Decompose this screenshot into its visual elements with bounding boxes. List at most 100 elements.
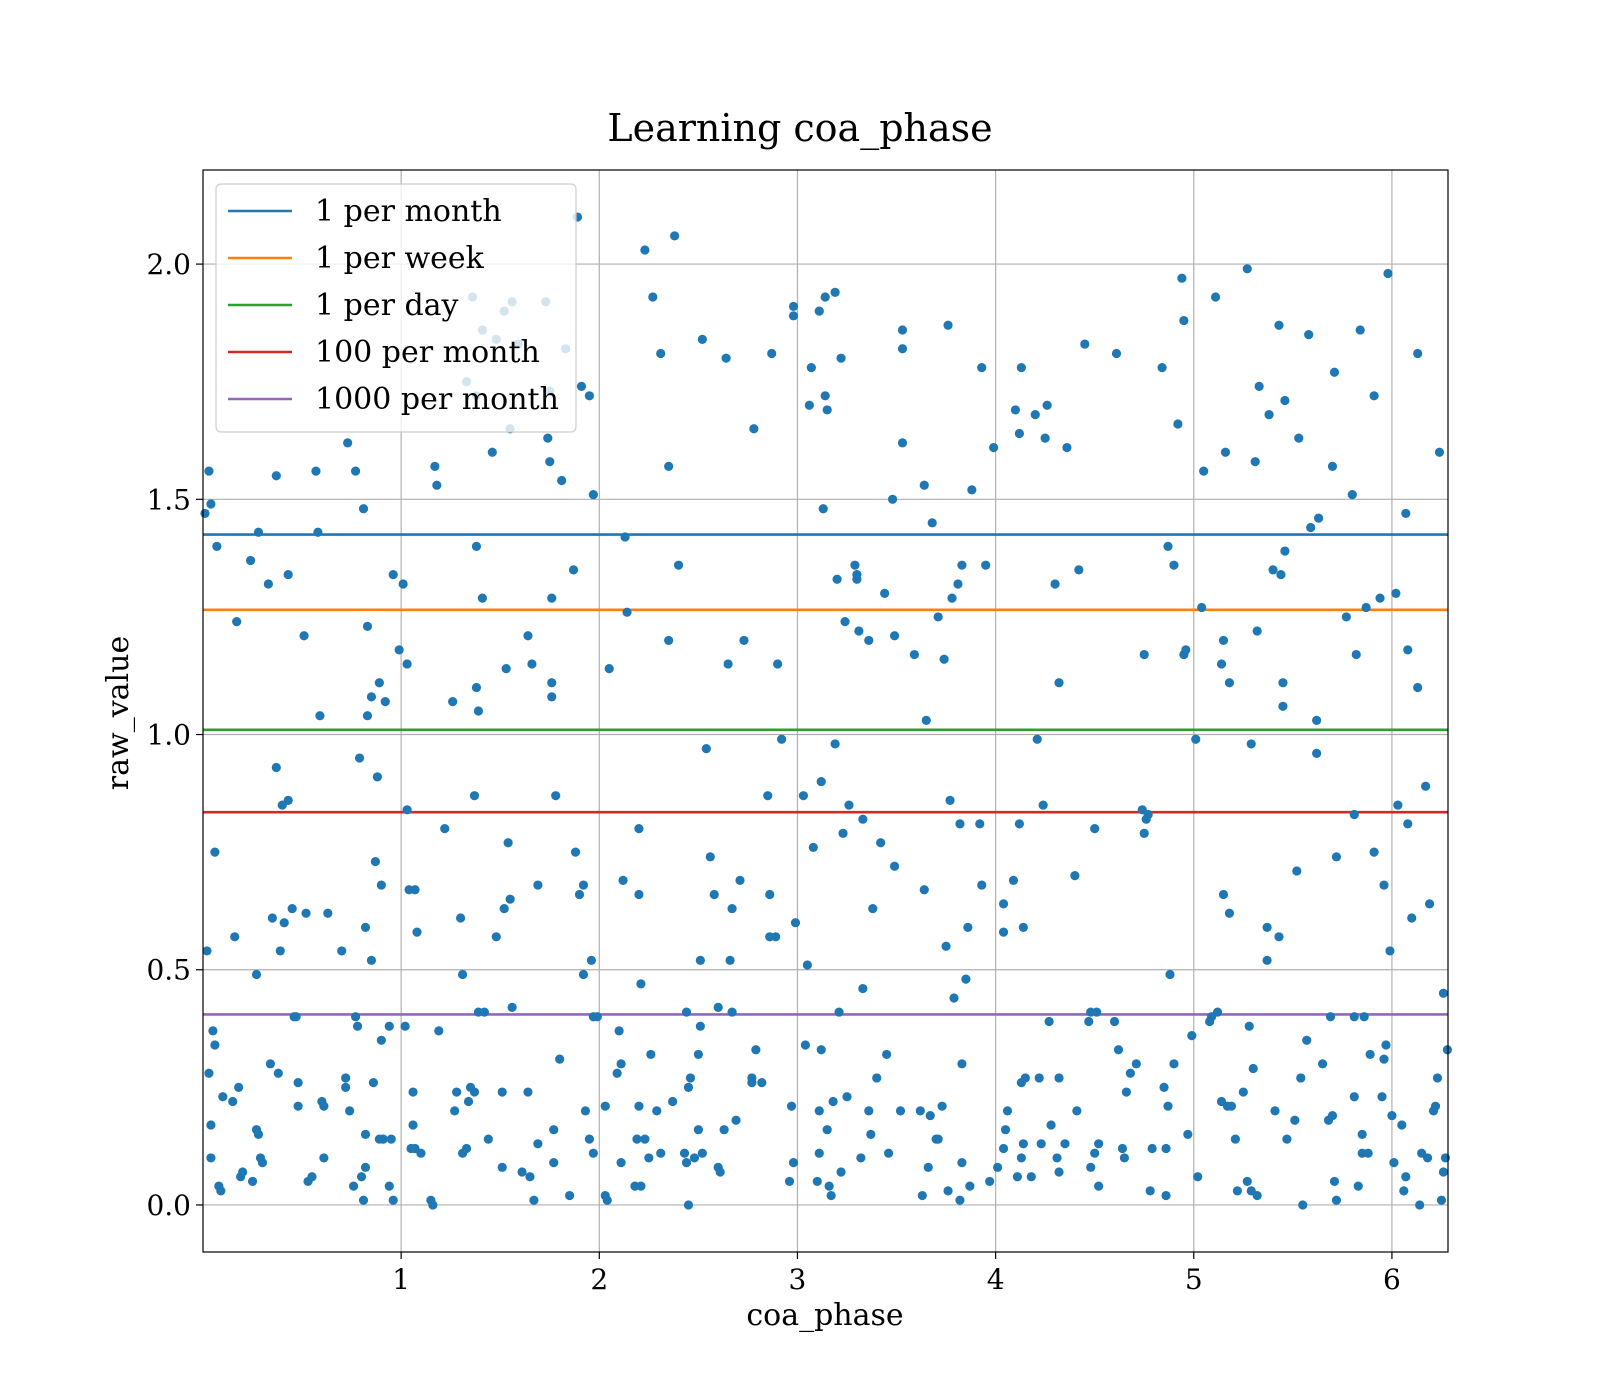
- data-point: [1327, 1110, 1338, 1121]
- data-point: [1306, 522, 1316, 533]
- data-point: [648, 292, 658, 302]
- y-axis-label: raw_value: [101, 636, 136, 790]
- data-point: [228, 1096, 238, 1107]
- data-point: [378, 1134, 388, 1144]
- data-point: [313, 527, 323, 537]
- data-point: [1252, 626, 1262, 636]
- data-point: [830, 287, 840, 297]
- data-point: [479, 1007, 489, 1017]
- data-point: [1197, 602, 1207, 613]
- data-point: [705, 852, 715, 862]
- data-point: [360, 1162, 371, 1172]
- data-point: [206, 1120, 216, 1130]
- data-point: [380, 696, 390, 707]
- x-tick-label: 1: [392, 1263, 410, 1296]
- data-point: [293, 1101, 303, 1111]
- data-point: [1369, 391, 1379, 401]
- data-point: [1119, 1153, 1130, 1163]
- data-point: [1379, 1054, 1389, 1064]
- data-point: [826, 1190, 836, 1201]
- data-point: [949, 993, 959, 1003]
- data-point: [469, 1087, 480, 1097]
- data-point: [977, 880, 987, 890]
- data-point: [1276, 569, 1286, 580]
- data-point: [806, 362, 816, 373]
- data-point: [345, 1106, 355, 1116]
- data-point: [576, 381, 587, 391]
- data-point: [497, 1162, 507, 1172]
- data-point: [1278, 701, 1288, 711]
- data-point: [1262, 955, 1272, 965]
- data-point: [864, 1106, 874, 1116]
- data-point: [1238, 1087, 1248, 1097]
- data-point: [1090, 824, 1100, 834]
- data-point: [683, 1200, 694, 1210]
- data-point: [388, 1195, 398, 1205]
- data-point: [584, 1134, 594, 1144]
- data-point: [636, 1181, 646, 1191]
- data-point: [925, 1110, 935, 1121]
- data-point: [315, 711, 325, 721]
- legend-label: 1 per month: [315, 194, 502, 229]
- data-point: [957, 1158, 967, 1168]
- data-point: [366, 955, 377, 965]
- data-point: [1290, 1115, 1300, 1125]
- data-point: [767, 348, 777, 359]
- data-point: [800, 1040, 810, 1050]
- data-point: [271, 471, 281, 481]
- data-point: [457, 969, 468, 980]
- scatter-points: [200, 212, 1453, 1210]
- data-point: [200, 508, 210, 519]
- data-point: [505, 894, 515, 904]
- data-point: [354, 753, 365, 763]
- data-point: [1438, 1167, 1449, 1177]
- data-point: [695, 955, 705, 965]
- axis-ticks: 1 2 3 4 5 6 0.0 0.5 1.0 1.5 2.0: [146, 248, 1400, 1296]
- data-point: [884, 1148, 894, 1158]
- data-point: [1391, 588, 1401, 598]
- data-point: [350, 1012, 361, 1022]
- data-point: [212, 541, 222, 551]
- data-point: [1430, 1101, 1441, 1111]
- data-point: [491, 932, 501, 942]
- data-point: [1026, 1172, 1036, 1182]
- data-point: [586, 955, 596, 965]
- data-point: [822, 405, 832, 415]
- data-point: [1349, 1012, 1359, 1022]
- data-point: [634, 1101, 644, 1111]
- data-point: [1401, 508, 1411, 519]
- data-point: [957, 560, 967, 570]
- data-point: [400, 1021, 410, 1031]
- data-point: [1117, 1143, 1128, 1154]
- data-point: [919, 480, 929, 490]
- data-point: [838, 828, 848, 838]
- data-point: [992, 1162, 1003, 1172]
- data-point: [1413, 682, 1423, 693]
- data-point: [1379, 880, 1389, 890]
- y-tick-label: 1.0: [146, 719, 191, 752]
- data-point: [450, 1106, 460, 1116]
- data-point: [1375, 593, 1385, 603]
- data-point: [501, 664, 511, 674]
- data-point: [273, 1068, 283, 1078]
- data-point: [897, 438, 908, 448]
- data-point: [824, 1181, 834, 1191]
- data-point: [360, 1129, 371, 1139]
- data-point: [1054, 678, 1064, 688]
- data-point: [681, 1158, 692, 1168]
- data-point: [804, 400, 814, 410]
- data-point: [880, 588, 890, 598]
- data-point: [348, 1181, 359, 1191]
- data-point: [614, 1026, 624, 1036]
- data-point: [1054, 1073, 1064, 1083]
- data-point: [709, 889, 719, 900]
- data-point: [866, 1129, 876, 1139]
- data-point: [1270, 1106, 1280, 1116]
- data-point: [253, 527, 264, 537]
- data-point: [323, 908, 333, 918]
- data-point: [844, 800, 854, 810]
- data-point: [1034, 1073, 1044, 1083]
- data-point: [887, 494, 898, 504]
- data-point: [634, 889, 644, 900]
- data-point: [836, 353, 846, 363]
